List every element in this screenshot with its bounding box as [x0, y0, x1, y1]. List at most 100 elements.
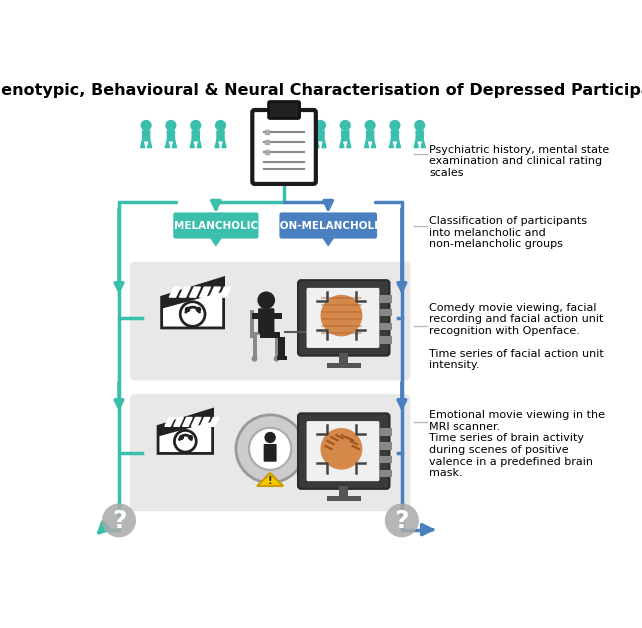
Polygon shape — [190, 139, 195, 148]
Polygon shape — [315, 139, 319, 148]
Bar — [277, 356, 287, 360]
Bar — [250, 310, 254, 337]
Polygon shape — [414, 139, 419, 148]
Polygon shape — [389, 139, 394, 148]
FancyBboxPatch shape — [142, 130, 150, 141]
Text: Comedy movie viewing, facial
recording and facial action unit
recognition with O: Comedy movie viewing, facial recording a… — [429, 303, 603, 336]
Bar — [379, 295, 392, 303]
Circle shape — [102, 504, 136, 538]
Circle shape — [385, 504, 419, 538]
Polygon shape — [347, 139, 351, 148]
Polygon shape — [162, 278, 223, 309]
Polygon shape — [396, 139, 401, 148]
Bar — [252, 313, 261, 319]
Polygon shape — [365, 139, 369, 148]
Text: MELANCHOLIC: MELANCHOLIC — [174, 220, 258, 230]
Polygon shape — [210, 236, 222, 246]
Polygon shape — [197, 139, 202, 148]
Circle shape — [252, 356, 257, 362]
Circle shape — [340, 121, 350, 130]
Polygon shape — [158, 409, 213, 453]
Text: Classification of participants
into melancholic and
non-melancholic groups: Classification of participants into mela… — [429, 216, 587, 249]
Bar — [379, 428, 392, 436]
Polygon shape — [200, 287, 211, 297]
FancyBboxPatch shape — [298, 413, 390, 489]
Bar — [327, 495, 361, 501]
Text: ?: ? — [112, 509, 126, 533]
Bar — [259, 332, 281, 338]
Bar — [379, 470, 392, 477]
FancyBboxPatch shape — [341, 130, 349, 141]
Polygon shape — [172, 139, 177, 148]
Polygon shape — [220, 287, 230, 297]
Polygon shape — [372, 139, 376, 148]
Bar — [253, 335, 257, 357]
Text: Time series of brain activity
during scenes of positive
valence in a predefined : Time series of brain activity during sce… — [429, 433, 593, 478]
Polygon shape — [162, 278, 223, 328]
Circle shape — [175, 430, 196, 452]
Circle shape — [191, 121, 200, 130]
Polygon shape — [174, 418, 184, 426]
Polygon shape — [189, 287, 200, 297]
FancyBboxPatch shape — [173, 212, 259, 239]
Circle shape — [141, 121, 151, 130]
Circle shape — [320, 295, 362, 337]
FancyBboxPatch shape — [191, 130, 200, 141]
FancyBboxPatch shape — [130, 262, 410, 381]
FancyBboxPatch shape — [130, 394, 410, 511]
Polygon shape — [322, 236, 334, 246]
FancyBboxPatch shape — [167, 130, 175, 141]
FancyBboxPatch shape — [366, 130, 374, 141]
Circle shape — [249, 428, 291, 470]
Circle shape — [365, 121, 375, 130]
Polygon shape — [210, 287, 220, 297]
Circle shape — [273, 356, 279, 362]
FancyBboxPatch shape — [252, 110, 316, 184]
Polygon shape — [141, 139, 144, 148]
Bar — [379, 337, 392, 344]
Circle shape — [265, 432, 276, 443]
Bar — [273, 313, 282, 319]
Polygon shape — [169, 287, 180, 297]
Circle shape — [180, 301, 205, 327]
Circle shape — [216, 121, 225, 130]
Text: Psychiatric history, mental state
examination and clinical rating
scales: Psychiatric history, mental state examin… — [429, 144, 609, 178]
Bar — [379, 442, 392, 450]
Bar — [250, 332, 279, 335]
Bar — [275, 335, 279, 357]
Polygon shape — [340, 139, 344, 148]
Text: NON-MELANCHOLIC: NON-MELANCHOLIC — [271, 220, 386, 230]
Circle shape — [257, 291, 275, 309]
Circle shape — [415, 121, 424, 130]
FancyBboxPatch shape — [216, 130, 225, 141]
FancyBboxPatch shape — [264, 444, 277, 462]
Bar — [379, 456, 392, 463]
Text: Time series of facial action unit
intensity.: Time series of facial action unit intens… — [429, 349, 603, 371]
Polygon shape — [165, 418, 175, 426]
FancyBboxPatch shape — [258, 308, 274, 333]
Circle shape — [236, 415, 304, 483]
FancyBboxPatch shape — [306, 288, 379, 348]
Bar — [339, 486, 349, 497]
FancyBboxPatch shape — [317, 130, 325, 141]
Circle shape — [320, 428, 362, 470]
Circle shape — [166, 121, 176, 130]
Polygon shape — [180, 287, 190, 297]
Polygon shape — [209, 418, 219, 426]
Text: !: ! — [268, 476, 272, 486]
Bar — [339, 352, 349, 364]
Bar — [327, 362, 361, 368]
Polygon shape — [158, 409, 213, 436]
Polygon shape — [421, 139, 425, 148]
Polygon shape — [257, 473, 283, 486]
FancyBboxPatch shape — [390, 130, 399, 141]
FancyBboxPatch shape — [279, 212, 377, 239]
Polygon shape — [222, 139, 226, 148]
Polygon shape — [148, 139, 152, 148]
Polygon shape — [200, 418, 210, 426]
Text: ?: ? — [395, 509, 409, 533]
Bar — [379, 323, 392, 330]
FancyBboxPatch shape — [268, 102, 300, 119]
FancyBboxPatch shape — [298, 280, 390, 355]
Polygon shape — [322, 139, 326, 148]
